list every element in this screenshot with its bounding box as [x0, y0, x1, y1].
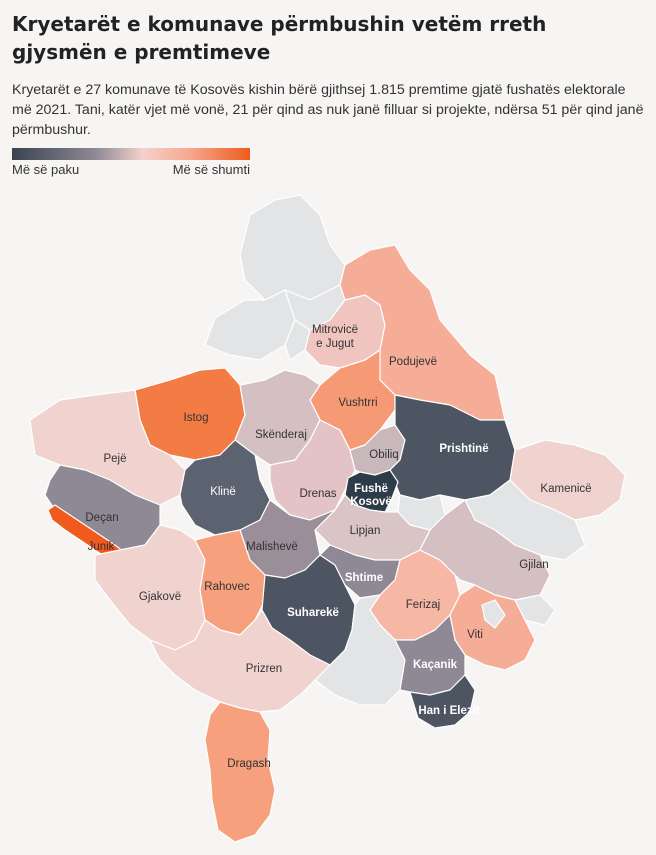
label-rahovec: Rahovec [204, 581, 250, 593]
region-kllokot [481, 599, 506, 629]
label-shtime: Shtime [345, 572, 383, 584]
label-viti: Viti [467, 629, 483, 641]
label-kamenice: Kamenicë [540, 483, 591, 495]
label-lipjan: Lipjan [350, 525, 381, 537]
label-skenderaj: Skënderaj [255, 429, 307, 441]
region-han-i-elezit[interactable] [409, 674, 476, 729]
label-podujeve: Podujevë [389, 356, 437, 368]
legend-high-label: Më së shumti [172, 162, 250, 177]
label-fushe-kosove-2: Kosovë [350, 496, 392, 508]
region-zubin-potok [204, 289, 296, 361]
label-prishtine: Prishtinë [439, 443, 488, 455]
region-leposaviq [239, 194, 346, 301]
label-han-i-elezit: Han i Elezit [418, 705, 480, 717]
label-decan: Deçan [85, 512, 118, 524]
page-subtitle: Kryetarët e 27 komunave të Kosovës kishi… [12, 82, 644, 138]
label-malisheve: Malishevë [246, 541, 298, 553]
label-mitrovice-1: Mitrovicë [312, 324, 358, 336]
label-gjakove: Gjakovë [139, 591, 181, 603]
label-suhareke: Suharekë [287, 607, 339, 619]
label-drenas: Drenas [299, 488, 336, 500]
label-istog: Istog [184, 412, 209, 424]
region-prizren[interactable] [149, 609, 331, 713]
label-vushtrri: Vushtrri [338, 397, 377, 409]
label-kline: Klinë [210, 486, 236, 498]
region-shterpce [314, 594, 406, 706]
region-gjilan[interactable] [419, 499, 551, 601]
kosovo-choropleth-map: Istog Pejë Deçan Junik Gjakovë Klinë Skë… [29, 194, 626, 843]
region-mitrovice-veriut [284, 319, 311, 361]
label-junik: Junik [88, 541, 115, 553]
label-mitrovice-2: e Jugut [316, 338, 355, 350]
legend-low-label: Më së paku [12, 162, 80, 177]
page-title: Kryetarët e komunave përmbushin vetëm rr… [12, 12, 547, 64]
label-kacanik: Kaçanik [413, 659, 458, 671]
color-legend: Më së paku Më së shumti [12, 148, 250, 177]
label-prizren: Prizren [246, 663, 282, 675]
label-obiliq: Obiliq [369, 449, 398, 461]
label-gjilan: Gjilan [519, 559, 548, 571]
legend-gradient-bar [12, 148, 250, 160]
label-peje: Pejë [103, 453, 126, 465]
label-dragash: Dragash [227, 758, 270, 770]
region-dragash[interactable] [204, 701, 276, 843]
label-fushe-kosove-1: Fushë [354, 483, 388, 495]
label-ferizaj: Ferizaj [406, 599, 441, 611]
